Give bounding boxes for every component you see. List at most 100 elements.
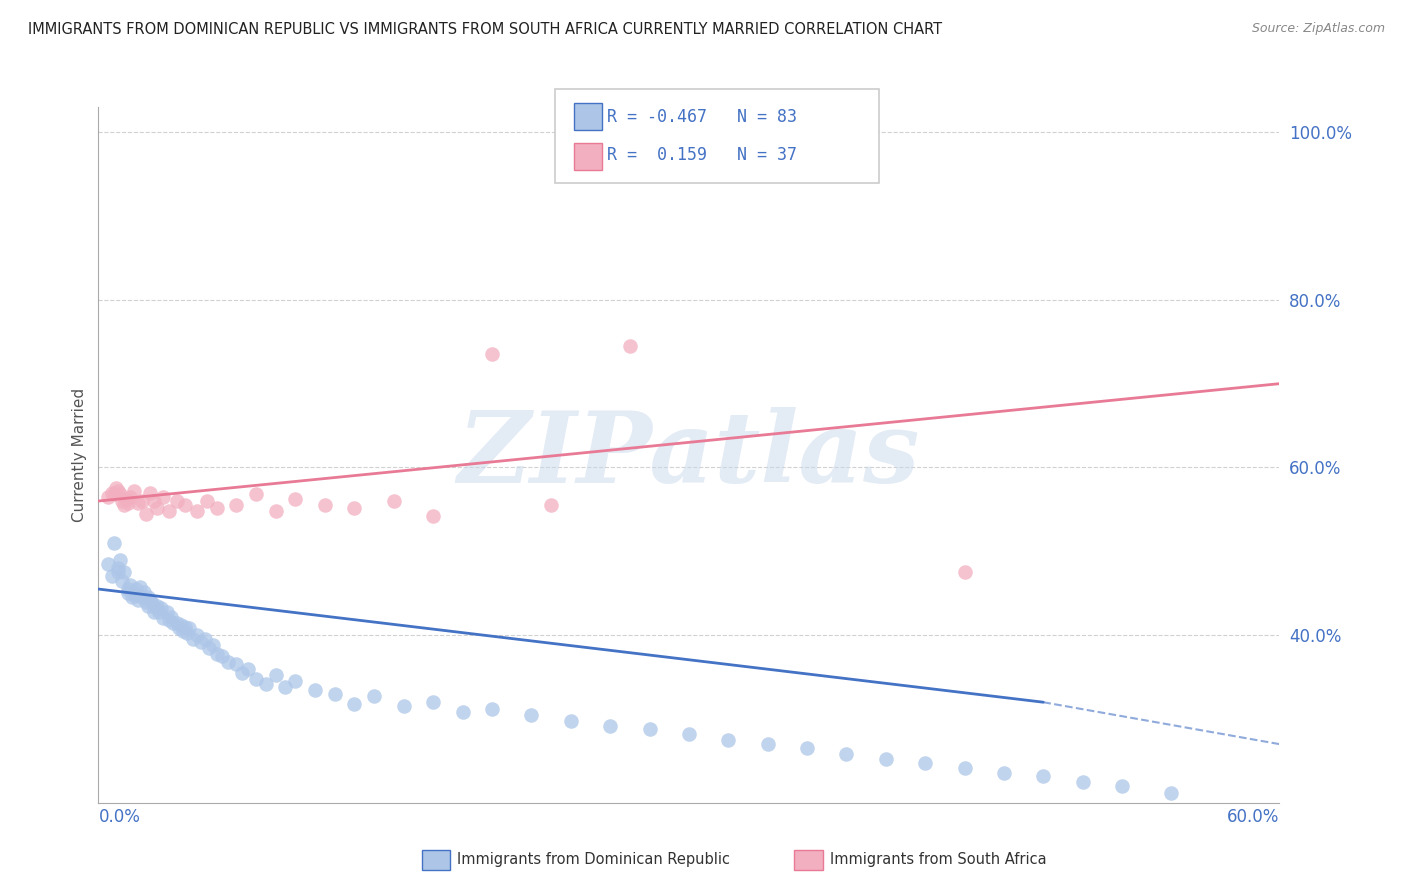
Point (105, 482, 128, 496)
Point (190, 635, 212, 649)
Point (118, 578, 141, 592)
Point (108, 552, 131, 566)
Point (1111, 779, 1133, 793)
Point (195, 494, 218, 508)
Text: Immigrants from Dominican Republic: Immigrants from Dominican Republic (457, 853, 730, 867)
Point (560, 714, 582, 728)
Text: ZIPatlas: ZIPatlas (458, 407, 920, 503)
Point (135, 507, 157, 521)
Point (284, 492, 307, 507)
Point (152, 611, 174, 625)
Point (125, 582, 148, 596)
Point (176, 626, 198, 640)
Point (170, 618, 193, 632)
Point (197, 640, 219, 655)
Point (111, 494, 134, 508)
Point (274, 680, 297, 694)
Point (756, 737, 779, 751)
Point (1032, 769, 1054, 783)
Point (142, 605, 165, 619)
Point (231, 665, 253, 680)
Point (201, 638, 224, 652)
Point (314, 498, 336, 512)
Point (136, 591, 159, 605)
Point (146, 599, 169, 613)
Point (717, 733, 740, 747)
Point (174, 620, 197, 634)
Point (599, 719, 621, 733)
Text: IMMIGRANTS FROM DOMINICAN REPUBLIC VS IMMIGRANTS FROM SOUTH AFRICA CURRENTLY MAR: IMMIGRANTS FROM DOMINICAN REPUBLIC VS IM… (28, 22, 942, 37)
Point (638, 722, 661, 736)
Point (953, 761, 976, 775)
Point (118, 490, 141, 504)
Point (131, 591, 153, 605)
Point (186, 628, 208, 642)
Point (236, 662, 259, 676)
Point (97, 557, 120, 571)
Point (117, 586, 139, 600)
Point (157, 613, 180, 627)
Point (112, 498, 135, 512)
Point (382, 494, 405, 508)
Point (172, 624, 194, 638)
Point (186, 504, 208, 518)
Point (122, 588, 145, 602)
Point (363, 689, 385, 703)
Point (392, 699, 415, 714)
Point (540, 498, 562, 512)
Point (796, 741, 818, 756)
Point (520, 707, 543, 722)
Point (160, 609, 183, 624)
Point (101, 569, 124, 583)
Point (914, 756, 936, 770)
Point (245, 487, 267, 501)
Point (284, 674, 307, 689)
Text: Source: ZipAtlas.com: Source: ZipAtlas.com (1251, 22, 1385, 36)
Point (107, 483, 129, 498)
Point (835, 747, 858, 761)
Point (343, 697, 366, 711)
Point (142, 494, 165, 508)
Point (166, 494, 188, 508)
Point (121, 591, 143, 605)
Point (127, 496, 149, 510)
Point (127, 593, 149, 607)
Point (451, 706, 474, 720)
Point (115, 492, 138, 507)
Text: R =  0.159   N = 37: R = 0.159 N = 37 (607, 145, 797, 163)
Point (422, 509, 444, 524)
Point (108, 487, 131, 501)
Point (1071, 775, 1094, 789)
Point (1160, 786, 1182, 800)
Point (117, 496, 139, 510)
Point (150, 601, 173, 615)
Point (174, 498, 197, 512)
Point (141, 596, 163, 610)
Point (157, 504, 180, 518)
Point (138, 593, 160, 607)
Point (953, 566, 976, 580)
Point (146, 500, 169, 515)
Point (148, 605, 170, 619)
Point (162, 615, 184, 630)
Point (211, 649, 233, 664)
Point (166, 615, 188, 630)
Point (111, 574, 134, 588)
Text: Immigrants from South Africa: Immigrants from South Africa (830, 853, 1046, 867)
Point (97, 490, 120, 504)
Point (481, 347, 503, 361)
Point (254, 677, 277, 691)
Point (177, 622, 200, 636)
Point (152, 490, 174, 504)
Point (138, 485, 160, 500)
Point (145, 601, 167, 615)
Point (167, 622, 190, 636)
Point (264, 668, 287, 682)
Point (875, 752, 897, 766)
Point (422, 695, 444, 709)
Text: 0.0%: 0.0% (98, 808, 141, 826)
Point (128, 580, 150, 594)
Point (619, 339, 641, 353)
Point (117, 582, 139, 596)
Point (264, 504, 287, 518)
